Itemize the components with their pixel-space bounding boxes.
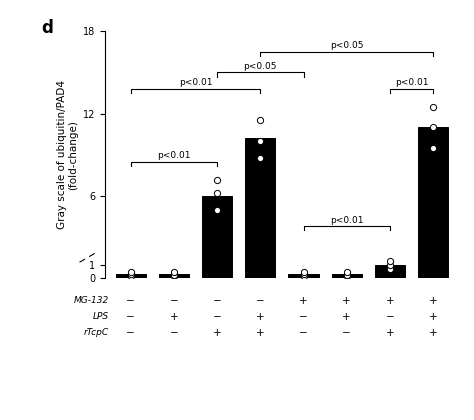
Point: [127, 271, 135, 278]
Point: [170, 273, 178, 279]
Text: +: +: [385, 328, 394, 338]
Bar: [418, 127, 448, 278]
Point: [386, 265, 394, 272]
Point: [386, 257, 394, 264]
Text: +: +: [299, 296, 308, 306]
Text: −: −: [127, 328, 135, 338]
Point: [170, 269, 178, 276]
Bar: [332, 274, 362, 278]
Point: [256, 117, 264, 124]
Text: −: −: [256, 296, 264, 306]
Bar: [159, 274, 189, 278]
Text: −: −: [385, 312, 394, 322]
Text: −: −: [213, 296, 221, 306]
Point: [213, 190, 221, 197]
Text: +: +: [429, 296, 438, 306]
Text: −: −: [299, 328, 308, 338]
Point: [343, 269, 350, 276]
Y-axis label: Gray scale of ubiquitin/PAD4
(fold-change): Gray scale of ubiquitin/PAD4 (fold-chang…: [57, 80, 79, 229]
Text: −: −: [127, 312, 135, 322]
Text: p<0.01: p<0.01: [179, 79, 212, 87]
Text: +: +: [342, 312, 351, 322]
Text: +: +: [213, 328, 221, 338]
Text: MG-132: MG-132: [74, 296, 109, 305]
Text: −: −: [342, 328, 351, 338]
Text: −: −: [299, 312, 308, 322]
Text: −: −: [213, 312, 221, 322]
Text: +: +: [429, 328, 438, 338]
Point: [170, 271, 178, 278]
Text: d: d: [41, 19, 53, 37]
Text: +: +: [170, 312, 178, 322]
Point: [343, 273, 350, 279]
Point: [127, 273, 135, 279]
Text: p<0.05: p<0.05: [244, 62, 277, 71]
Bar: [116, 274, 146, 278]
Point: [256, 154, 264, 161]
Bar: [202, 196, 232, 278]
Text: p<0.01: p<0.01: [395, 79, 428, 87]
Point: [256, 138, 264, 144]
Text: p<0.01: p<0.01: [157, 151, 191, 160]
Point: [300, 273, 307, 279]
Point: [300, 269, 307, 276]
Bar: [375, 265, 405, 278]
Point: [386, 261, 394, 268]
Point: [343, 271, 350, 278]
Point: [429, 103, 437, 110]
Text: +: +: [342, 296, 351, 306]
Text: −: −: [170, 296, 178, 306]
Bar: [245, 138, 275, 278]
Point: [429, 124, 437, 131]
Text: p<0.05: p<0.05: [330, 42, 364, 50]
Point: [213, 176, 221, 183]
Text: −: −: [127, 296, 135, 306]
Text: rTcpC: rTcpC: [84, 328, 109, 337]
Text: +: +: [256, 328, 264, 338]
Text: p<0.01: p<0.01: [330, 216, 364, 225]
Point: [300, 271, 307, 278]
Text: LPS: LPS: [93, 312, 109, 321]
Text: +: +: [385, 296, 394, 306]
Text: +: +: [429, 312, 438, 322]
Point: [127, 269, 135, 276]
Bar: [288, 274, 319, 278]
Text: +: +: [256, 312, 264, 322]
Point: [213, 206, 221, 213]
Point: [429, 144, 437, 151]
Text: −: −: [170, 328, 178, 338]
